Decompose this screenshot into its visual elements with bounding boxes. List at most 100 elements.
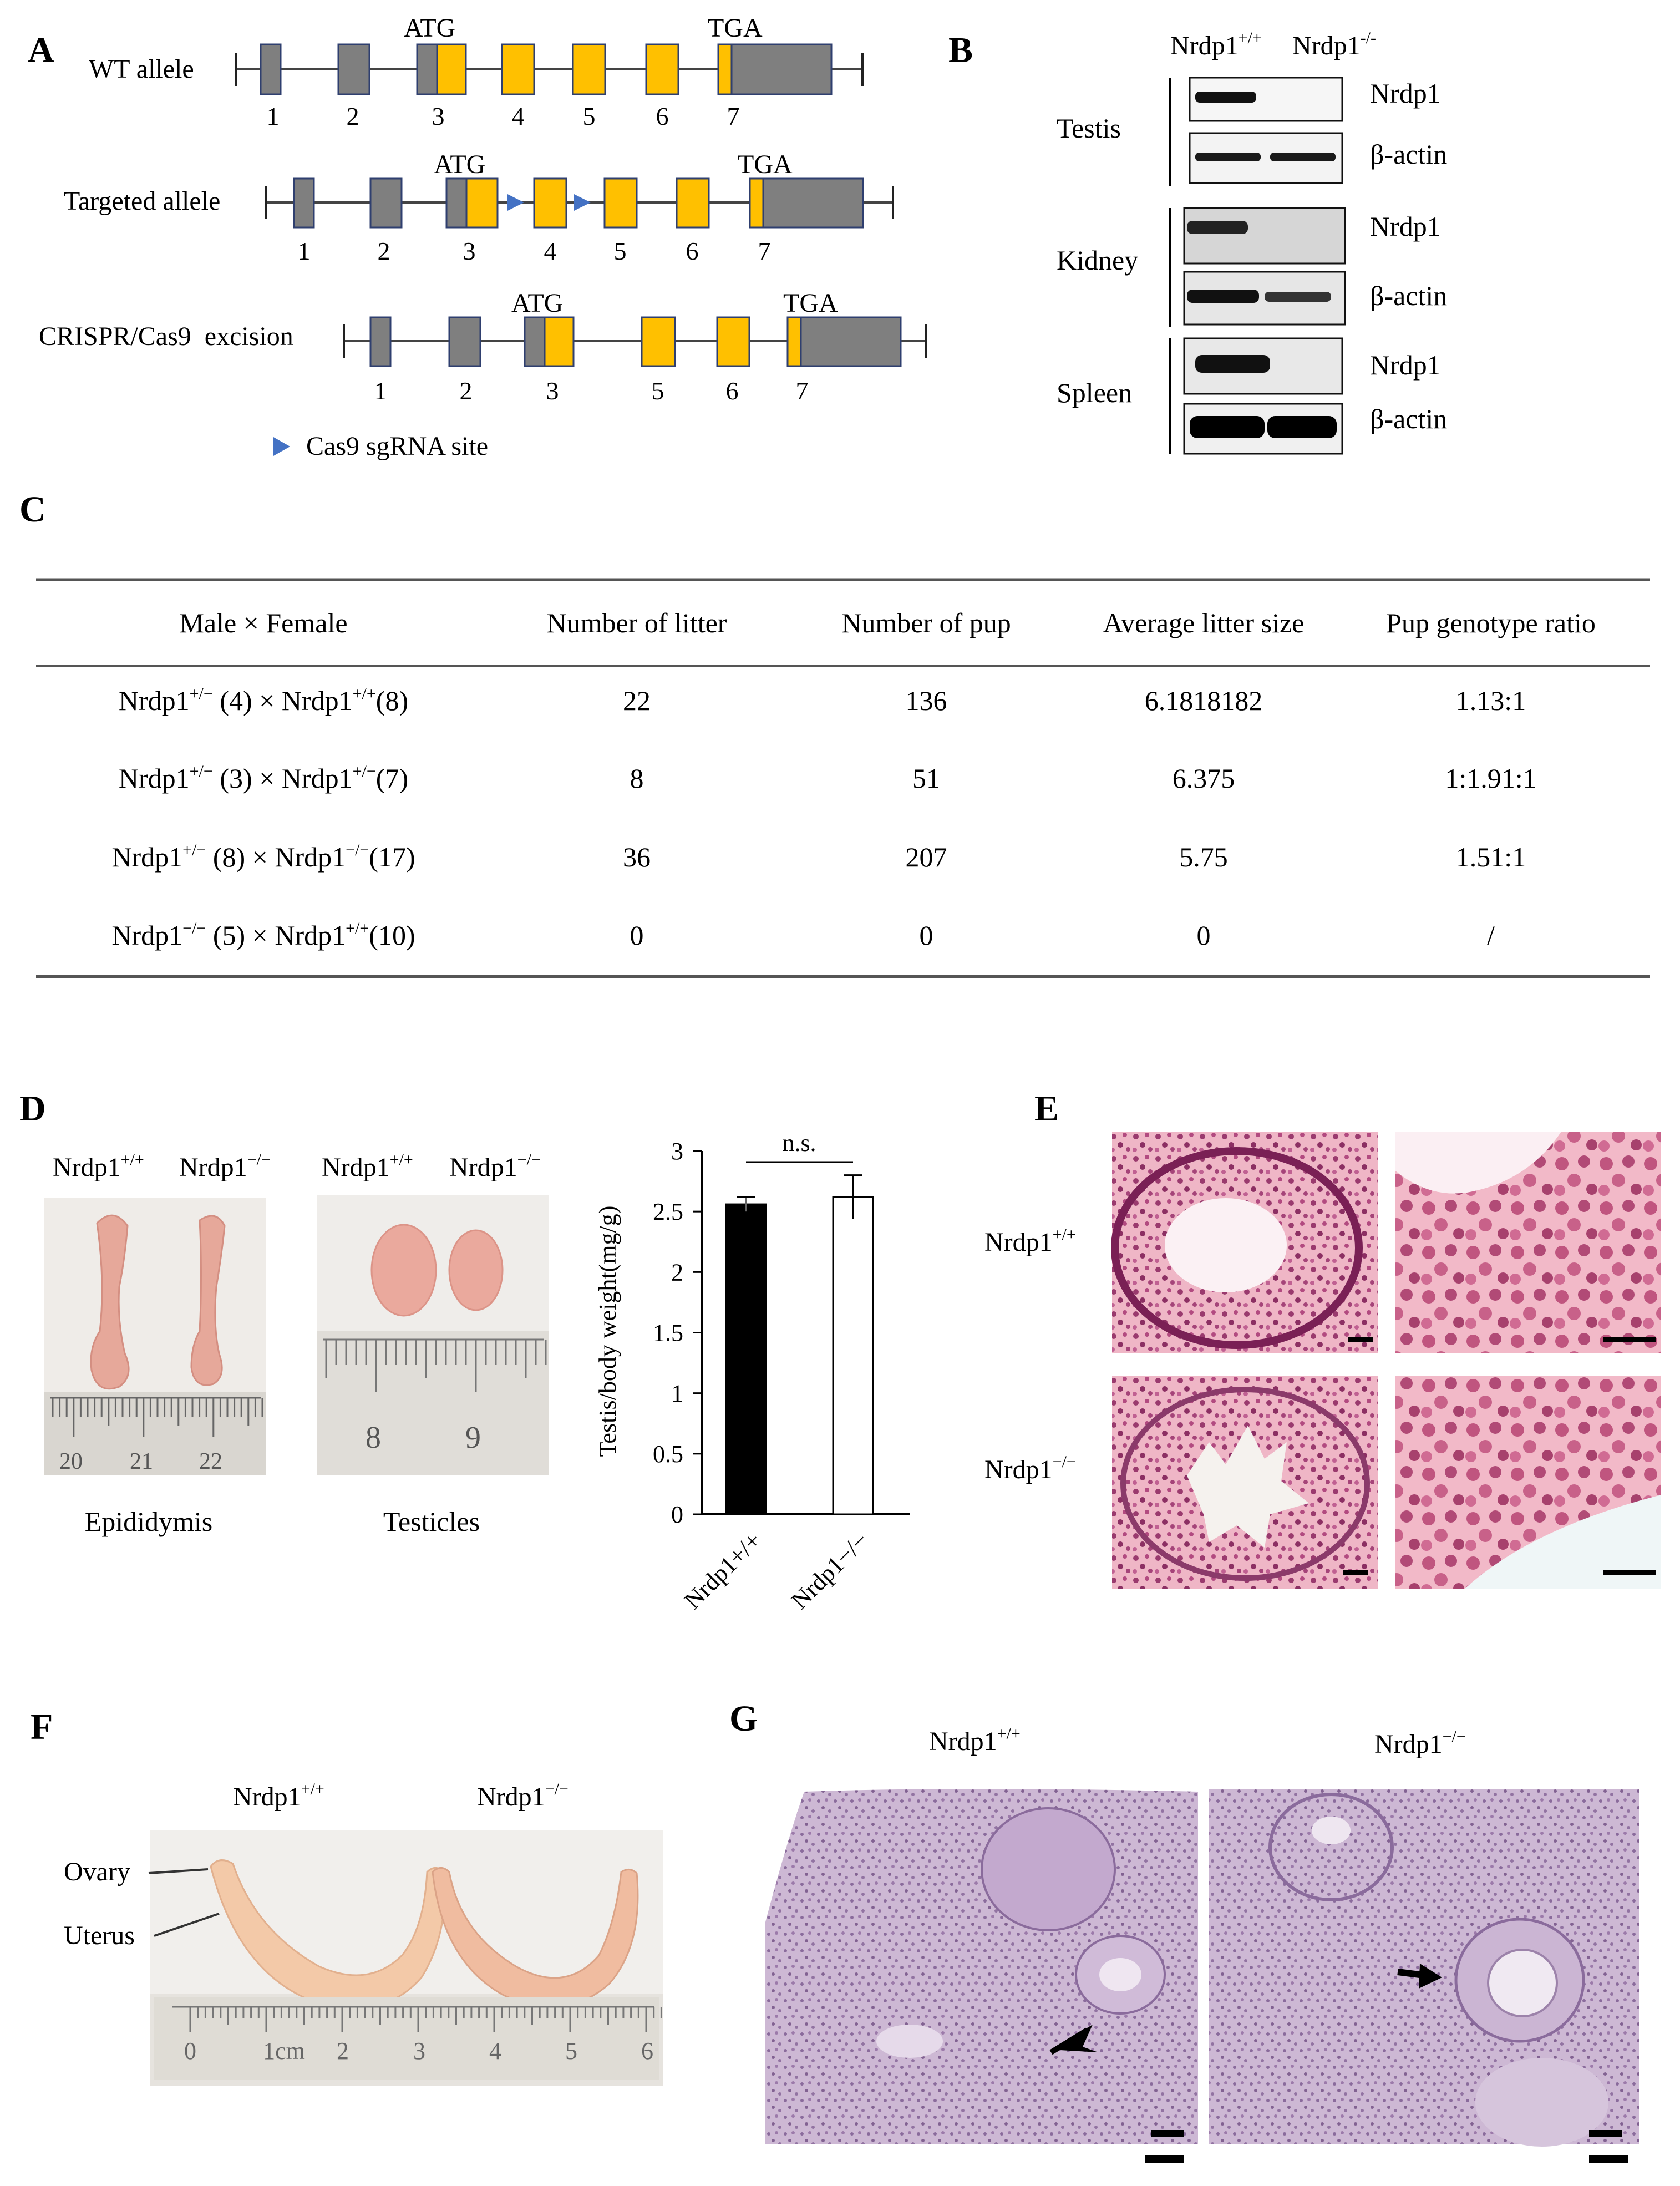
label-uterus: Uterus xyxy=(64,1921,135,1950)
genotype-label-wt: Nrdp1+/+ xyxy=(233,1780,324,1812)
panel-f: Nrdp1+/+ Nrdp1−/− 0 1cm 2 3 4 5 6 xyxy=(64,1780,663,2086)
ruler-number: 6 xyxy=(641,2037,653,2065)
ruler-number: 4 xyxy=(489,2037,501,2065)
histology-image-wt-high xyxy=(1395,1132,1661,1353)
table-cell: / xyxy=(1487,920,1495,951)
tissue-label-spleen: Spleen xyxy=(1057,377,1132,408)
atg-label: ATG xyxy=(511,288,563,318)
table-cell: 1.51:1 xyxy=(1456,841,1526,873)
ruler-number: 8 xyxy=(366,1421,381,1455)
pointer-line xyxy=(148,1868,209,1874)
ruler-number: 9 xyxy=(465,1421,481,1455)
row-label-ko: Nrdp1−/− xyxy=(984,1453,1076,1484)
exon-4 xyxy=(533,177,567,229)
exon-5 xyxy=(641,316,676,367)
pointer-line xyxy=(154,1913,220,1937)
sgrna-site-marker xyxy=(507,194,524,211)
panel-letter-c: C xyxy=(19,489,46,530)
table-cell: 0 xyxy=(920,920,933,951)
exon-6 xyxy=(676,177,710,229)
cross-cell: Nrdp1+/− (3) × Nrdp1+/−(7) xyxy=(119,762,408,794)
arrow-icon xyxy=(1419,1964,1442,1989)
exon-number: 5 xyxy=(583,102,596,130)
y-tick-label: 1 xyxy=(671,1380,683,1407)
tga-label: TGA xyxy=(738,150,793,179)
exon-number: 7 xyxy=(758,237,771,265)
band-ko xyxy=(1265,292,1331,302)
exon-6 xyxy=(716,316,750,367)
scale-bar xyxy=(1348,1337,1373,1342)
exon-number: 3 xyxy=(546,377,559,405)
x-tick-label: Nrdp1−/− xyxy=(786,1526,874,1614)
panel-letter-e: E xyxy=(1034,1088,1059,1129)
atg-label: ATG xyxy=(404,13,455,43)
band-wt xyxy=(1195,355,1270,373)
panel-a-gene-diagram: WT allele ATG TGA 1 2 3 4 5 6 7 xyxy=(39,13,927,461)
cross-cell: Nrdp1−/− (5) × Nrdp1+/+(10) xyxy=(111,919,415,951)
panel-letter-a: A xyxy=(28,30,54,70)
panel-c-breeding-table: Male × Female Number of litter Number of… xyxy=(36,578,1650,978)
ruler: 0 1cm 2 3 4 5 6 xyxy=(154,1997,662,2080)
label-ovary: Ovary xyxy=(64,1857,130,1886)
ruler-number: 21 xyxy=(130,1449,153,1474)
genotype-label-ko: Nrdp1−/− xyxy=(1374,1727,1466,1759)
table-cell: 136 xyxy=(906,685,947,716)
exon-5 xyxy=(603,177,638,229)
row-label-wt: Nrdp1+/+ xyxy=(984,1225,1076,1257)
exon-3-noncoding xyxy=(524,316,546,367)
exon-1 xyxy=(369,316,392,367)
band-wt xyxy=(1195,153,1261,161)
exon-number: 2 xyxy=(378,237,390,265)
scale-bar xyxy=(1589,2130,1622,2137)
ruler-number: 2 xyxy=(337,2037,349,2065)
exon-2 xyxy=(448,316,481,367)
exon-number: 1 xyxy=(298,237,311,265)
band-ko xyxy=(1267,416,1337,438)
table-cell: 0 xyxy=(630,920,644,951)
protein-label: Nrdp1 xyxy=(1370,78,1441,109)
exon-number: 6 xyxy=(726,377,739,405)
row-label: Targeted allele xyxy=(64,186,220,216)
panel-letter-b: B xyxy=(948,30,973,70)
genotype-label-ko: Nrdp1−/− xyxy=(477,1780,569,1812)
protein-label: β-actin xyxy=(1370,280,1447,311)
genotype-label-ko: Nrdp1−/− xyxy=(179,1150,271,1182)
ovary-image-ko xyxy=(1209,1789,1639,2147)
cross-cell: Nrdp1+/− (8) × Nrdp1−/−(17) xyxy=(111,841,415,873)
y-tick-label: 3 xyxy=(671,1138,683,1165)
scale-bar xyxy=(1603,1337,1656,1342)
exon-number: 2 xyxy=(460,377,473,405)
column-header: Pup genotype ratio xyxy=(1386,607,1596,638)
exon-7-noncoding xyxy=(800,316,902,367)
wt-allele-row: WT allele ATG TGA 1 2 3 4 5 6 7 xyxy=(89,13,864,130)
tissue-label-testis: Testis xyxy=(1057,113,1121,144)
y-tick-label: 1.5 xyxy=(653,1320,683,1347)
exon-1 xyxy=(260,43,282,95)
epididymis-photo: 20 21 22 xyxy=(44,1198,266,1475)
band-wt xyxy=(1187,290,1259,303)
legend-label: Cas9 sgRNA site xyxy=(306,432,488,461)
sgrna-site-marker xyxy=(574,194,591,211)
genotype-label-wt: Nrdp1+/+ xyxy=(53,1150,144,1182)
testicles-photo: 8 9 xyxy=(317,1195,549,1475)
exon-2 xyxy=(369,177,403,229)
histology-image-ko-high xyxy=(1395,1376,1661,1589)
exon-7-noncoding xyxy=(762,177,864,229)
exon-number: 3 xyxy=(432,102,445,130)
protein-label: β-actin xyxy=(1370,403,1447,434)
exon-number: 1 xyxy=(374,377,387,405)
table-cell: 8 xyxy=(630,763,644,794)
scale-bar xyxy=(1151,2130,1184,2137)
ruler-number: 5 xyxy=(565,2037,577,2065)
table-row: Nrdp1−/− (5) × Nrdp1+/+(10) 0 0 0 / xyxy=(111,919,1495,951)
ovary-image-wt xyxy=(765,1789,1198,2144)
panel-letter-d: D xyxy=(19,1088,46,1129)
scale-bar xyxy=(1603,1570,1656,1575)
panel-e-histology: Nrdp1+/+ Nrdp1−/− xyxy=(984,1132,1661,1589)
histology-image-ko-low xyxy=(1112,1376,1378,1589)
panel-letter-g: G xyxy=(729,1698,758,1739)
ruler-number: 0 xyxy=(184,2037,196,2065)
y-axis-label: Testis/body weight(mg/g) xyxy=(594,1206,621,1457)
table-row: Nrdp1+/− (3) × Nrdp1+/−(7) 8 51 6.375 1:1.91… xyxy=(119,762,1537,794)
x-tick-label: Nrdp1+/+ xyxy=(679,1526,767,1614)
